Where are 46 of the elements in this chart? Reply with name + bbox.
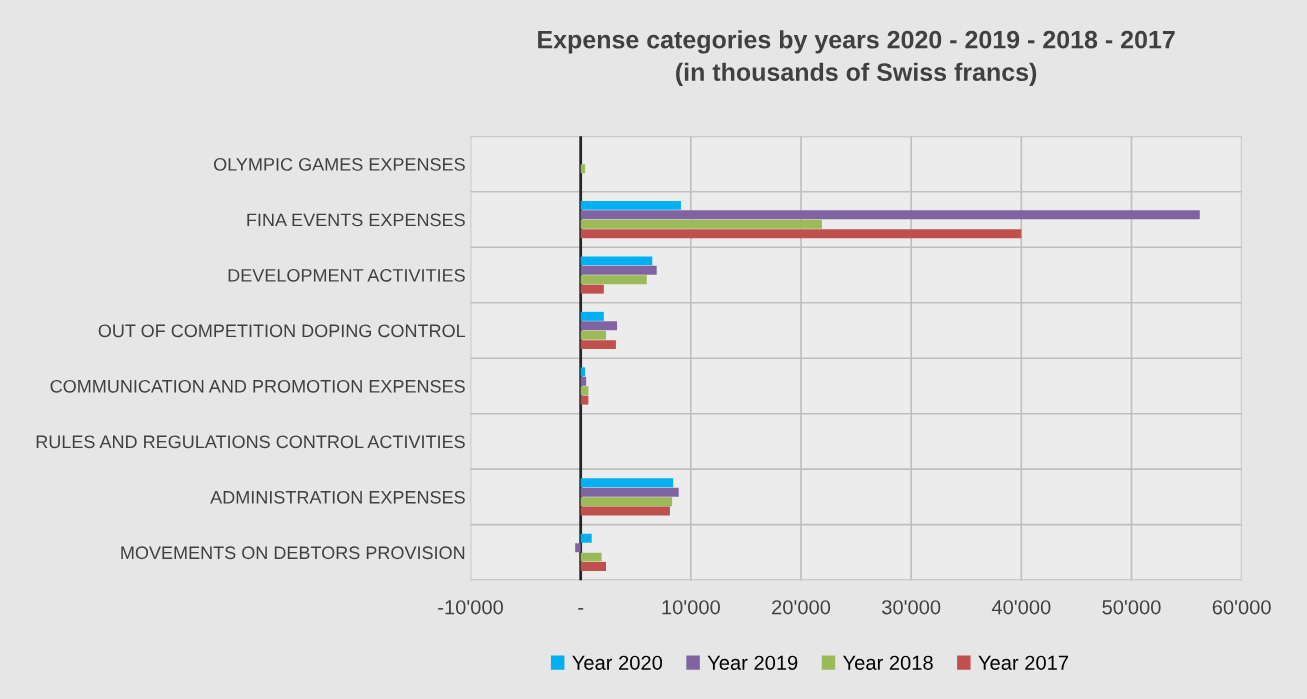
legend-label: Year 2017 — [978, 655, 1069, 670]
bar — [580, 256, 653, 266]
bar — [580, 340, 616, 350]
y-tick-label: MOVEMENTS ON DEBTORS PROVISION — [121, 546, 465, 560]
bar — [580, 386, 589, 396]
y-tick-label: ADMINISTRATION EXPENSES — [210, 490, 465, 504]
x-tick-label: 40'000 — [991, 600, 1051, 615]
bar — [580, 533, 592, 543]
y-tick-label: COMMUNICATION AND PROMOTION EXPENSES — [50, 379, 465, 393]
bar — [580, 478, 674, 488]
y-tick-label: OLYMPIC GAMES EXPENSES — [213, 157, 465, 171]
y-tick-label: RULES AND REGULATIONS CONTROL ACTIVITIES — [36, 435, 465, 449]
y-tick-label: DEVELOPMENT ACTIVITIES — [228, 268, 465, 282]
bar — [580, 200, 681, 210]
x-tick-label: - — [578, 608, 584, 610]
x-tick-label: 30'000 — [882, 600, 941, 615]
bar — [580, 275, 647, 285]
bar — [580, 321, 618, 331]
legend-label: Year 2018 — [843, 655, 933, 670]
x-tick-label: 20'000 — [772, 600, 831, 615]
bar — [580, 506, 670, 516]
bar — [580, 219, 822, 229]
bar — [580, 229, 1022, 239]
y-tick-label: OUT OF COMPETITION DOPING CONTROL — [98, 324, 466, 338]
x-tick-label: 60'000 — [1212, 600, 1271, 615]
bar — [580, 311, 604, 321]
bar — [575, 543, 581, 553]
x-tick-label: 10'000 — [662, 600, 720, 615]
x-tick-label: -10'000 — [438, 600, 504, 615]
bar — [580, 395, 589, 405]
bar — [580, 210, 1200, 220]
bar — [580, 376, 587, 386]
bar — [580, 367, 586, 377]
bar — [580, 487, 679, 497]
bar — [580, 164, 586, 174]
x-tick-label: 50'000 — [1102, 600, 1161, 615]
y-tick-label: FINA EVENTS EXPENSES — [247, 213, 465, 227]
bar — [580, 497, 673, 507]
legend-label: Year 2020 — [572, 655, 663, 670]
bar — [580, 330, 607, 340]
bar — [580, 552, 602, 562]
bar — [580, 284, 604, 294]
bar — [580, 562, 607, 572]
bar — [580, 265, 657, 275]
legend-label: Year 2019 — [707, 655, 798, 670]
chart-title: Expense categories by years 2020 - 2019 - 2018 - 2017 (in thousands of Swiss francs) — [538, 30, 1175, 86]
